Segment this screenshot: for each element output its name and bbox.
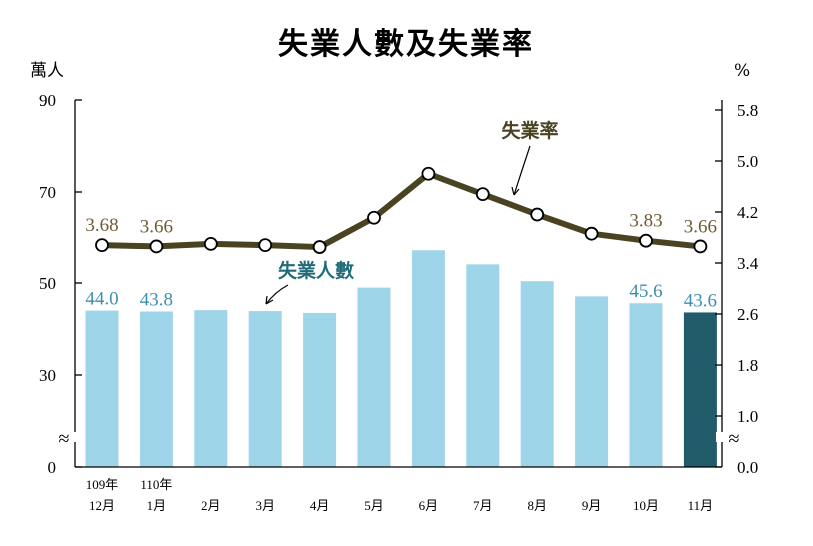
x-label-month: 6月 [419, 498, 439, 513]
rate-point-4 [258, 238, 273, 253]
bar-6 [357, 287, 391, 467]
left-axis-break-gap [69, 432, 81, 442]
right-axis-break-mark: ≈ [729, 428, 740, 450]
rate-point-10 [584, 226, 599, 241]
rate-point-7 [421, 166, 436, 181]
left-axis-unit: 萬人 [30, 61, 64, 81]
unemployment-rate-line [101, 170, 701, 251]
rate-point-6 [367, 210, 381, 225]
x-label-month: 1月 [147, 498, 167, 513]
chart-title: 失業人數及失業率 [278, 27, 534, 62]
x-label-month: 8月 [527, 498, 547, 513]
rate-value-label: 3.83 [629, 211, 662, 232]
bar-3 [194, 310, 228, 467]
right-axis-unit: % [734, 61, 750, 81]
bar-8 [466, 264, 500, 467]
x-label-month: 5月 [364, 498, 384, 513]
x-label-month: 3月 [255, 498, 275, 513]
rate-value-label: 3.66 [684, 216, 717, 237]
rate-point-12 [693, 239, 708, 254]
bar-series-arrowhead [265, 295, 274, 305]
rate-point-1 [95, 238, 109, 253]
rate-value-label: 3.68 [85, 215, 118, 236]
right-tick-label: 3.4 [737, 254, 759, 273]
left-tick-label: 90 [39, 91, 56, 110]
rate-point-2 [149, 239, 164, 254]
x-label-year: 110年 [140, 477, 172, 492]
bar-value-label: 43.6 [684, 290, 717, 311]
bar-series-arrow [265, 284, 289, 305]
bar-5 [303, 312, 337, 467]
right-tick-label: 4.2 [737, 203, 758, 222]
right-tick-label: 2.6 [737, 305, 758, 324]
rate-point-9 [530, 207, 545, 222]
bar-value-label: 43.8 [140, 290, 173, 311]
rate-point-5 [312, 240, 327, 254]
x-label-month: 10月 [633, 498, 659, 513]
rate-point-8 [475, 187, 490, 202]
bar-1 [85, 310, 119, 467]
right-tick-label: 0.0 [737, 458, 758, 477]
bar-9 [520, 281, 554, 467]
left-tick-label: 0 [48, 458, 57, 477]
line-series-arrow [513, 145, 531, 196]
bar-7 [411, 250, 445, 467]
x-label-month: 12月 [89, 498, 115, 513]
rate-value-label: 3.66 [140, 216, 173, 237]
right-axis-break-gap [716, 432, 728, 442]
line-series-name-label: 失業率 [501, 119, 558, 142]
right-tick-label: 5.8 [737, 101, 758, 120]
line-series-arrowhead [511, 186, 520, 196]
bar-value-label: 44.0 [85, 289, 118, 310]
bar-4 [248, 311, 282, 467]
x-label-month: 11月 [688, 498, 714, 513]
left-axis-break-mark: ≈ [59, 428, 70, 450]
bar-value-label: 45.6 [629, 281, 662, 302]
rate-point-11 [639, 233, 653, 248]
left-tick-label: 70 [39, 183, 56, 202]
x-label-year: 109年 [86, 477, 119, 492]
left-tick-label: 50 [39, 274, 56, 293]
bar-2 [139, 311, 173, 467]
bar-series-name-label: 失業人數 [278, 259, 354, 282]
left-tick-label: 30 [39, 366, 56, 385]
bar-12 [683, 312, 717, 467]
right-tick-label: 5.0 [737, 152, 758, 171]
x-label-month: 9月 [582, 498, 602, 513]
bar-11 [629, 303, 663, 467]
bar-10 [575, 296, 609, 467]
right-tick-label: 1.0 [737, 407, 758, 426]
right-tick-label: 1.8 [737, 356, 758, 375]
x-label-month: 4月 [310, 498, 330, 513]
rate-point-3 [203, 236, 218, 251]
x-label-month: 2月 [201, 498, 221, 513]
x-label-month: 7月 [473, 498, 493, 513]
